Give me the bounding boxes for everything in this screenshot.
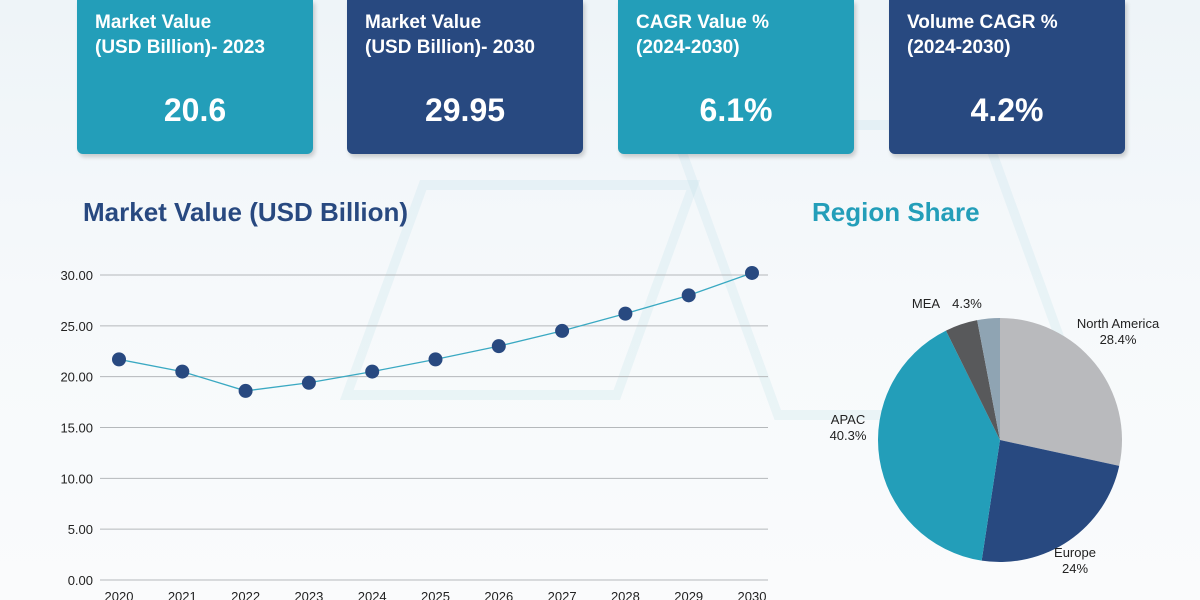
card-label-line: Market Value	[95, 12, 212, 33]
y-tick-label: 5.00	[68, 522, 93, 537]
pie-slice-apac	[878, 330, 1000, 561]
x-tick-label: 2025	[421, 589, 450, 600]
pie-label-name: MEA	[912, 296, 941, 311]
data-point	[681, 288, 696, 303]
card-label-line: (USD Billion)- 2023	[95, 37, 265, 58]
x-tick-label: 2027	[548, 589, 577, 600]
data-point	[238, 383, 253, 398]
stat-card-volume-cagr: Volume CAGR % (2024-2030) 4.2%	[889, 0, 1125, 154]
y-tick-label: 15.00	[60, 421, 93, 436]
data-point	[175, 364, 190, 379]
y-tick-label: 20.00	[60, 370, 93, 385]
stat-card-market-value-2023: Market Value (USD Billion)- 2023 20.6	[77, 0, 313, 154]
pie-label-value: 24%	[1062, 561, 1088, 576]
card-value: 20.6	[163, 92, 227, 128]
data-point	[555, 323, 570, 338]
data-point	[491, 339, 506, 354]
card-label: Market Value (USD Billion)- 2030	[365, 10, 535, 60]
x-tick-label: 2029	[674, 589, 703, 600]
x-tick-label: 2028	[611, 589, 640, 600]
y-tick-label: 30.00	[60, 268, 93, 283]
y-tick-label: 25.00	[60, 319, 93, 334]
pie-label-name: Europe	[1054, 545, 1096, 560]
line-chart-title: Market Value (USD Billion)	[83, 197, 409, 227]
data-point	[365, 364, 380, 379]
x-tick-label: 2020	[105, 589, 134, 600]
x-tick-label: 2022	[231, 589, 260, 600]
x-tick-label: 2023	[294, 589, 323, 600]
card-label-line: (2024-2030)	[907, 37, 1011, 58]
x-tick-label: 2024	[358, 589, 387, 600]
stat-card-market-value-2030: Market Value (USD Billion)- 2030 29.95	[347, 0, 583, 154]
card-value: 4.2%	[970, 92, 1044, 128]
card-label-line: Volume CAGR %	[907, 12, 1058, 33]
card-label: CAGR Value % (2024-2030)	[636, 10, 769, 60]
data-point	[301, 375, 316, 390]
x-tick-label: 2030	[738, 589, 767, 600]
pie-label-value: 28.4%	[1100, 332, 1137, 347]
pie-slice-europe	[981, 440, 1120, 562]
card-label-line: Market Value	[365, 12, 482, 33]
card-value: 6.1%	[699, 92, 773, 128]
data-point	[745, 265, 759, 280]
stat-card-cagr-value: CAGR Value % (2024-2030) 6.1%	[618, 0, 854, 154]
y-tick-label: 0.00	[68, 573, 93, 588]
card-label: Volume CAGR % (2024-2030)	[907, 10, 1058, 60]
pie-slice	[977, 318, 1000, 440]
card-label-line: (2024-2030)	[636, 37, 740, 58]
pie-slice-mea	[945, 320, 1000, 440]
pie-chart-title: Region Share	[812, 197, 980, 227]
pie-label-name: North America	[1077, 316, 1160, 331]
card-value: 29.95	[424, 92, 506, 128]
pie-label-value: 4.3%	[952, 296, 982, 311]
data-point	[112, 352, 126, 367]
pie-label-name: APAC	[831, 412, 865, 427]
pie-slice-north-america	[1000, 318, 1122, 466]
card-label: Market Value (USD Billion)- 2023	[95, 10, 265, 60]
y-tick-label: 10.00	[60, 471, 93, 486]
x-tick-label: 2021	[168, 589, 197, 600]
card-label-line: CAGR Value %	[636, 12, 770, 33]
x-tick-label: 2026	[484, 589, 513, 600]
series-line	[118, 272, 753, 392]
pie-label-value: 40.3%	[830, 428, 867, 443]
data-point	[618, 306, 633, 321]
card-label-line: (USD Billion)- 2030	[365, 37, 535, 58]
data-point	[428, 352, 443, 367]
